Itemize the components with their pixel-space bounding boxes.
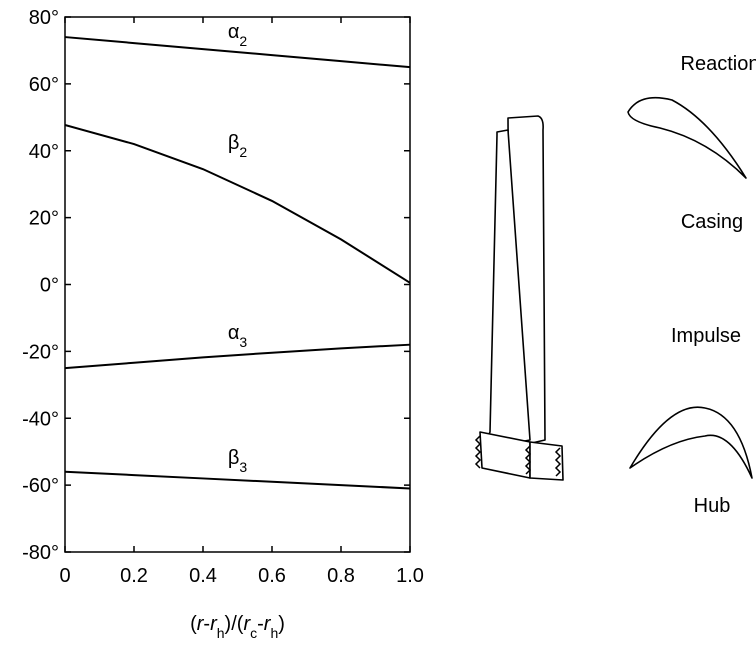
fir-tree-right xyxy=(554,447,562,477)
blade-root-side xyxy=(529,441,564,481)
series-line xyxy=(64,470,411,490)
series-subscript: 3 xyxy=(239,334,247,350)
y-tick-label: 80° xyxy=(29,7,59,29)
x-tick-label: 0.2 xyxy=(120,565,148,587)
series-symbol: β xyxy=(228,447,240,469)
y-tick-label: -60° xyxy=(22,475,59,497)
series-subscript: 2 xyxy=(239,33,247,49)
x-tick-label: 0.6 xyxy=(258,565,286,587)
x-axis-label-part: - xyxy=(257,613,264,635)
series-line xyxy=(64,36,411,69)
hub-label: Hub xyxy=(694,495,731,517)
x-axis-label-part: r xyxy=(264,613,272,635)
fir-tree-mid xyxy=(524,445,532,475)
y-tick-label: 0° xyxy=(40,275,59,297)
blade-diagram: Reaction Casing Impulse Hub xyxy=(474,53,756,517)
x-tick-label: 0.4 xyxy=(189,565,217,587)
casing-label: Casing xyxy=(681,211,743,233)
y-tick-label: -20° xyxy=(22,341,59,363)
x-tick-label: 1.0 xyxy=(396,565,424,587)
y-tick-label: 20° xyxy=(29,208,59,230)
x-axis-label-part: ) xyxy=(278,613,285,635)
y-tick-label: -40° xyxy=(22,408,59,430)
series-line xyxy=(64,124,411,284)
plot-frame xyxy=(64,16,411,553)
x-tick-label: 0 xyxy=(59,565,70,587)
reaction-profile xyxy=(627,96,747,179)
x-axis-label-part: r xyxy=(197,613,205,635)
x-axis-label-part: h xyxy=(270,625,278,640)
series-subscript: 2 xyxy=(239,144,247,160)
x-tick-label: 0.8 xyxy=(327,565,355,587)
fir-tree-left xyxy=(474,435,482,469)
y-tick-label: 40° xyxy=(29,141,59,163)
series-label: β2 xyxy=(228,132,248,160)
x-axis-label-part: c xyxy=(250,625,257,640)
x-axis-label: (r-rh)/(rc-rh) xyxy=(190,613,285,640)
y-tick-label: 60° xyxy=(29,74,59,96)
series-symbol: β xyxy=(228,132,240,154)
reaction-label: Reaction xyxy=(681,53,756,75)
x-axis-label-part: ( xyxy=(190,613,197,635)
series-line xyxy=(64,343,411,370)
series-symbol: α xyxy=(228,322,240,344)
impulse-label: Impulse xyxy=(671,325,741,347)
x-axis-label-part: h xyxy=(217,625,225,640)
impulse-profile xyxy=(629,406,753,479)
x-axis-label-part: r xyxy=(210,613,218,635)
series-label: α3 xyxy=(228,322,248,350)
series-label: β3 xyxy=(228,447,248,475)
series-label: α2 xyxy=(228,21,248,49)
x-axis-label-part: )/( xyxy=(225,613,244,635)
series-subscript: 3 xyxy=(239,459,247,475)
x-axis-label-part: - xyxy=(203,613,210,635)
y-tick-label: -80° xyxy=(22,542,59,564)
series-symbol: α xyxy=(228,21,240,43)
x-axis-label-part: r xyxy=(243,613,251,635)
